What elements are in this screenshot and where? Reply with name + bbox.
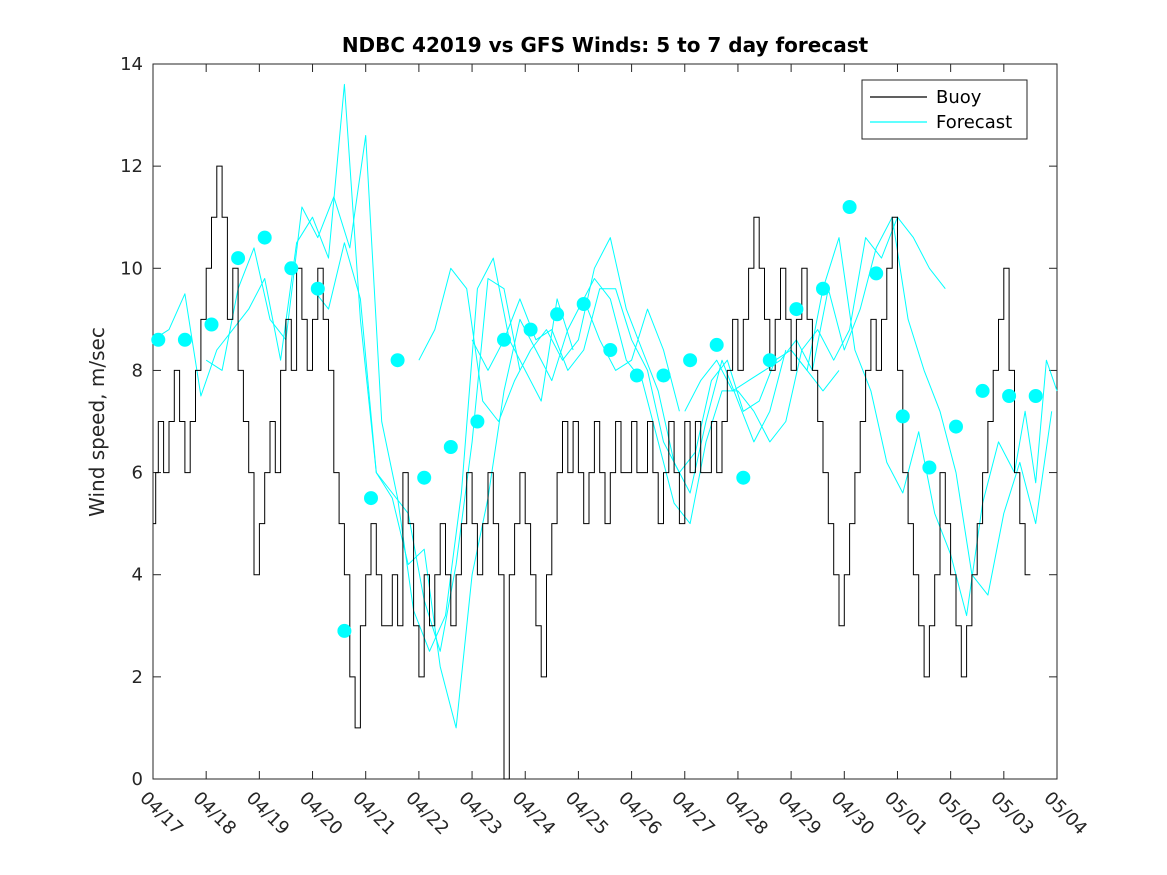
x-tick-label: 04/21 <box>348 788 400 840</box>
x-tick-label: 04/30 <box>827 788 879 840</box>
x-tick-label: 04/17 <box>135 788 187 840</box>
y-tick-label: 8 <box>132 360 143 381</box>
forecast-daily-marker <box>417 470 432 485</box>
forecast-daily-marker <box>310 281 325 296</box>
forecast-line <box>684 216 1053 596</box>
forecast-daily-marker <box>949 419 963 434</box>
forecast-line <box>312 242 680 729</box>
y-tick-label: 0 <box>132 769 143 790</box>
forecast-daily-marker <box>177 332 192 347</box>
x-tick-label: 05/04 <box>1039 788 1091 840</box>
forecast-line <box>152 83 521 652</box>
x-tick-label: 05/02 <box>933 788 985 840</box>
x-tick-label: 04/26 <box>614 788 666 840</box>
y-tick-label: 10 <box>120 258 143 279</box>
forecast-daily-marker <box>975 383 990 398</box>
y-tick-label: 6 <box>132 463 143 484</box>
forecast-daily-marker <box>762 353 777 368</box>
forecast-daily-marker <box>257 230 272 245</box>
forecast-daily-marker <box>629 368 644 383</box>
forecast-daily-marker <box>364 491 378 506</box>
forecast-daily-marker <box>656 368 671 383</box>
plot-area-frame <box>152 63 1058 780</box>
forecast-daily-marker <box>603 343 618 357</box>
x-tick-label: 04/20 <box>295 788 347 840</box>
forecast-line <box>471 288 840 474</box>
x-tick-label: 04/27 <box>667 788 719 840</box>
forecast-daily-marker <box>337 623 352 638</box>
forecast-daily-marker <box>284 261 299 276</box>
y-tick-label: 14 <box>120 54 143 75</box>
x-tick-label: 04/22 <box>401 788 453 840</box>
plot-series <box>151 83 1058 780</box>
x-tick-label: 04/19 <box>242 788 294 840</box>
x-tick-label: 04/18 <box>189 788 241 840</box>
y-tick-label: 12 <box>120 156 143 177</box>
y-tick-label: 2 <box>132 667 143 688</box>
x-tick-label: 04/29 <box>774 788 826 840</box>
forecast-daily-marker <box>576 297 591 311</box>
legend: Buoy Forecast <box>861 79 1028 140</box>
x-tick-label: 05/03 <box>986 788 1038 840</box>
forecast-daily-marker <box>709 337 724 352</box>
forecast-daily-marker <box>816 281 830 296</box>
forecast-daily-marker <box>842 200 857 214</box>
forecast-daily-marker <box>523 322 538 337</box>
forecast-line <box>418 237 787 494</box>
legend-buoy-label: Buoy <box>936 87 982 108</box>
forecast-daily-marker <box>922 460 937 475</box>
legend-forecast-label: Forecast <box>936 112 1012 133</box>
y-axis: 0 2 4 6 8 10 12 14 <box>120 54 1057 790</box>
forecast-daily-marker <box>550 307 565 322</box>
forecast-daily-marker <box>443 440 458 454</box>
forecast-daily-marker <box>789 302 804 317</box>
forecast-daily-marker <box>736 470 751 485</box>
x-tick-label: 04/23 <box>455 788 507 840</box>
forecast-daily-marker <box>470 414 485 429</box>
x-tick-label: 04/24 <box>508 788 560 840</box>
x-tick-label: 04/25 <box>561 788 613 840</box>
forecast-daily-marker <box>1002 389 1017 403</box>
x-tick-label: 04/28 <box>720 788 772 840</box>
forecast-line <box>790 237 1058 617</box>
forecast-daily-marker <box>151 332 166 347</box>
x-tick-label: 05/01 <box>880 788 932 840</box>
forecast-daily-marker <box>683 353 698 368</box>
forecast-line <box>205 135 574 652</box>
forecast-daily-marker <box>390 353 405 368</box>
forecast-daily-marker <box>895 409 910 424</box>
forecast-daily-marker <box>231 251 246 266</box>
y-tick-label: 4 <box>132 565 143 586</box>
forecast-daily-marker <box>869 266 884 281</box>
y-axis-label: Wind speed, m/sec <box>85 327 109 517</box>
forecast-daily-marker <box>204 317 219 332</box>
x-axis: 04/17 04/18 04/19 04/20 04/21 04/22 04/23 04/24… <box>135 64 1091 839</box>
legend-box <box>861 79 1028 140</box>
forecast-daily-marker <box>497 332 511 347</box>
chart-title: NDBC 42019 vs GFS Winds: 5 to 7 day fore… <box>342 33 869 57</box>
forecast-daily-marker <box>1028 389 1043 403</box>
buoy-line <box>153 165 1031 780</box>
